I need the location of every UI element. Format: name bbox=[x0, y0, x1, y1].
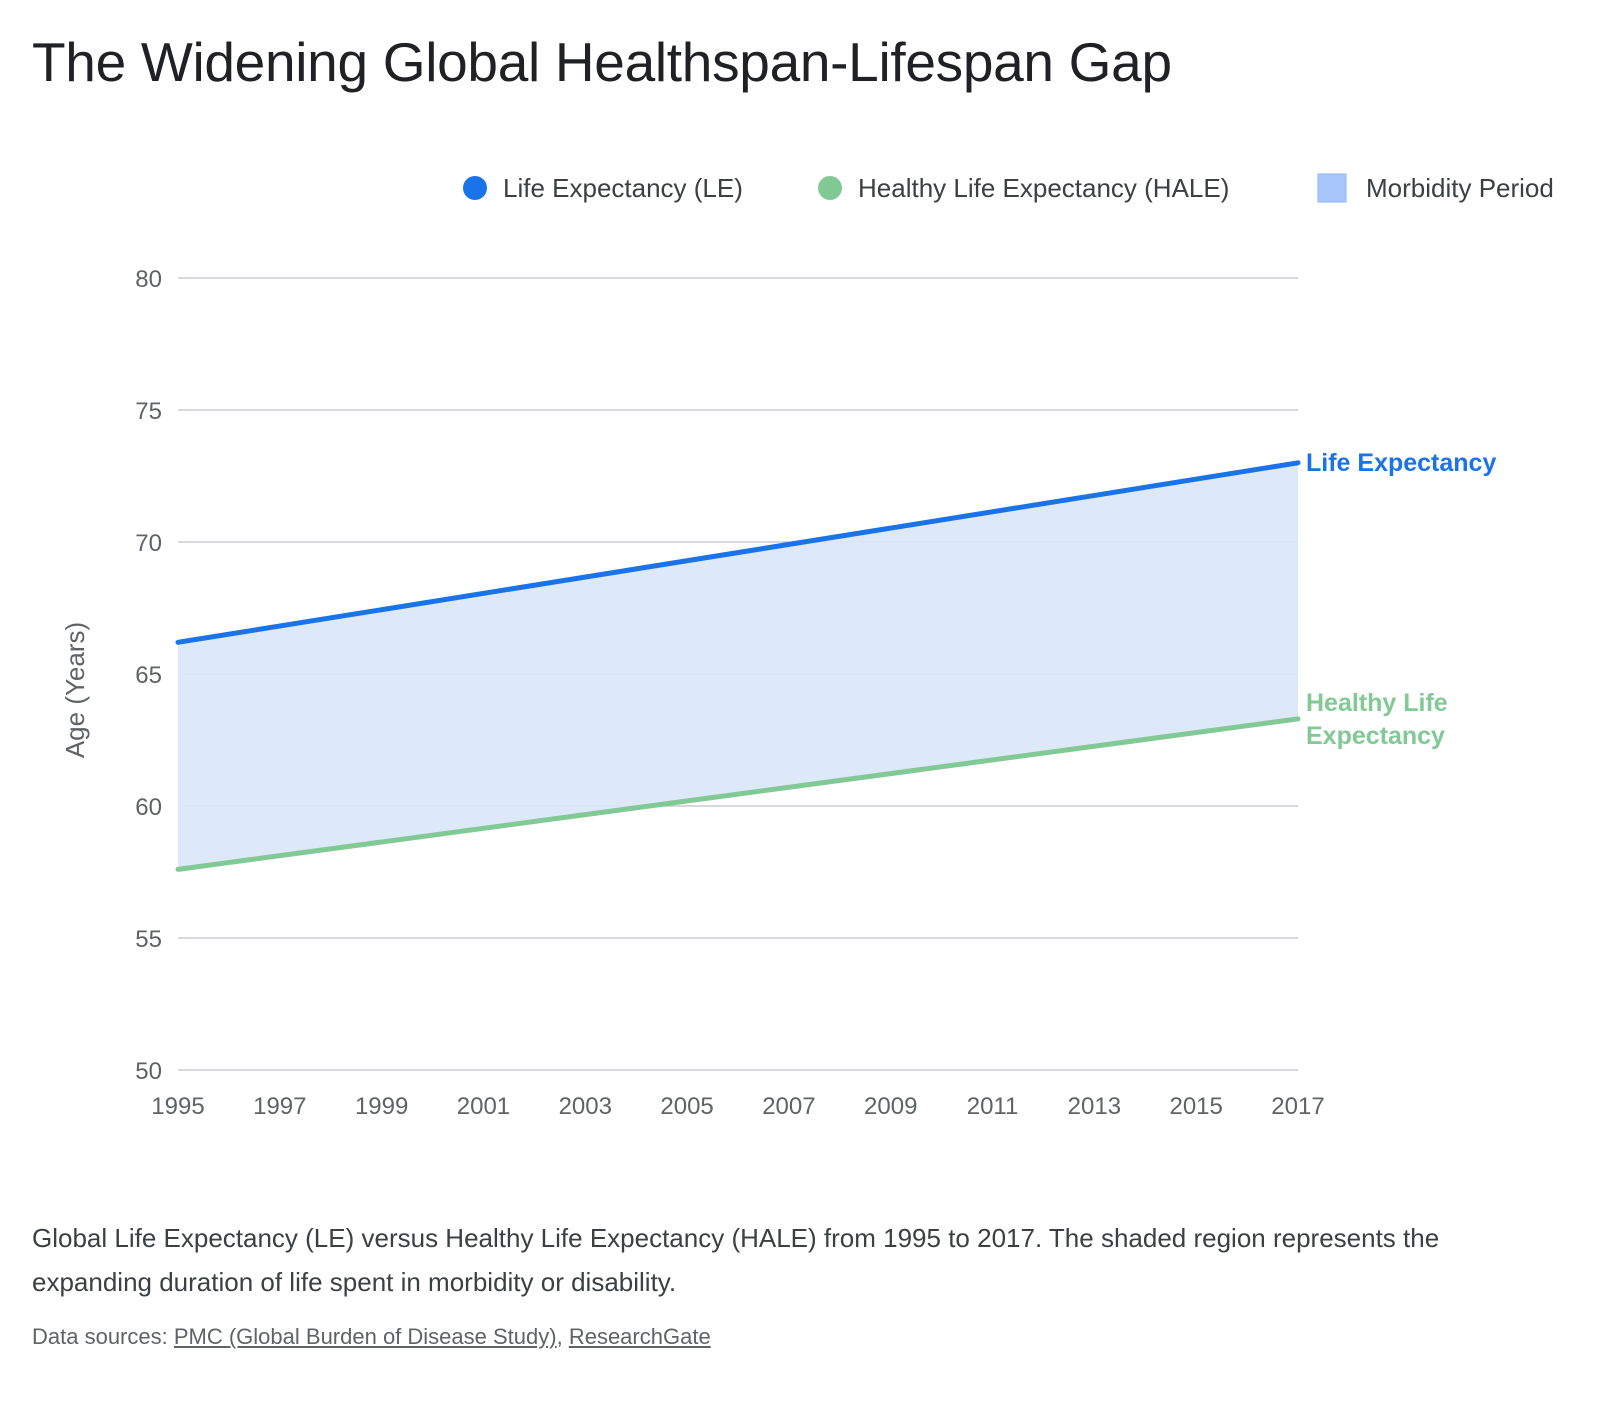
series-lines bbox=[175, 460, 1301, 872]
x-tick-label: 2011 bbox=[967, 1093, 1019, 1120]
end-label-le: Life Expectancy bbox=[1306, 449, 1496, 477]
y-tick-label: 50 bbox=[135, 1058, 162, 1085]
end-label-hale: Healthy Life Expectancy bbox=[1306, 689, 1448, 750]
x-tick-label: 1999 bbox=[355, 1093, 408, 1120]
y-tick-label: 65 bbox=[135, 662, 162, 689]
legend-label-hale: Healthy Life Expectancy (HALE) bbox=[858, 173, 1229, 203]
y-axis-label: Age (Years) bbox=[60, 622, 90, 758]
legend: Life Expectancy (LE) Healthy Life Expect… bbox=[463, 173, 1554, 203]
y-tick-label: 55 bbox=[135, 926, 162, 953]
legend-marker-hale bbox=[818, 176, 842, 200]
x-tick-label: 2007 bbox=[762, 1093, 815, 1120]
chart-caption: Global Life Expectancy (LE) versus Healt… bbox=[32, 1223, 1440, 1297]
y-tick-label: 70 bbox=[135, 530, 162, 557]
le-line bbox=[175, 460, 1301, 645]
legend-item-hale: Healthy Life Expectancy (HALE) bbox=[818, 173, 1229, 203]
x-tick-label: 1997 bbox=[253, 1093, 306, 1120]
source-link-pmc[interactable]: PMC (Global Burden of Disease Study) bbox=[173, 1324, 557, 1349]
legend-item-morbidity: Morbidity Period bbox=[1317, 173, 1554, 203]
x-tick-label: 1995 bbox=[151, 1093, 204, 1120]
x-tick-label: 2003 bbox=[559, 1093, 612, 1120]
morbidity-area-fill bbox=[178, 462, 1298, 870]
chart: Life Expectancy (LE) Healthy Life Expect… bbox=[60, 173, 1554, 1120]
legend-item-le: Life Expectancy (LE) bbox=[463, 173, 743, 203]
data-sources: Data sources: PMC (Global Burden of Dise… bbox=[32, 1324, 711, 1349]
sources-label: Data sources: bbox=[32, 1324, 168, 1349]
legend-label-le: Life Expectancy (LE) bbox=[503, 173, 743, 203]
y-tick-label: 60 bbox=[135, 794, 162, 821]
chart-title: The Widening Global Healthspan-Lifespan … bbox=[32, 31, 1172, 93]
x-axis-ticks: 1995 1997 1999 2001 2003 2005 2007 2009 2011 2013… bbox=[151, 1093, 1324, 1120]
x-tick-label: 2017 bbox=[1271, 1093, 1324, 1120]
x-tick-label: 2009 bbox=[864, 1093, 917, 1120]
legend-marker-le bbox=[463, 176, 487, 200]
y-tick-label: 75 bbox=[135, 398, 162, 425]
x-tick-label: 2001 bbox=[457, 1093, 510, 1120]
end-labels: Life Expectancy Healthy Life Expectancy bbox=[1306, 449, 1496, 750]
source-link-researchgate[interactable]: ResearchGate bbox=[568, 1324, 711, 1349]
x-tick-label: 2015 bbox=[1169, 1093, 1222, 1120]
hale-line bbox=[175, 716, 1301, 872]
y-tick-label: 80 bbox=[135, 266, 162, 293]
legend-marker-morbidity bbox=[1317, 173, 1347, 203]
legend-label-morbidity: Morbidity Period bbox=[1366, 173, 1554, 203]
x-tick-label: 2005 bbox=[660, 1093, 713, 1120]
morbidity-area bbox=[178, 462, 1298, 870]
y-axis-ticks: 50 55 60 65 70 75 80 bbox=[135, 266, 162, 1085]
x-tick-label: 2013 bbox=[1068, 1093, 1121, 1120]
